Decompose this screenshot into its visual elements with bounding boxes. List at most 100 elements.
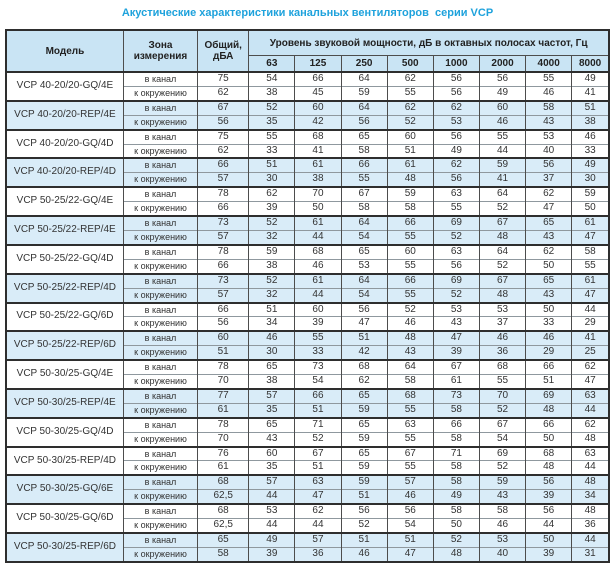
spl-value-cell: 52 — [432, 229, 480, 245]
spl-value-cell: 64 — [340, 70, 388, 87]
spl-value-cell: 66 — [294, 70, 342, 87]
spl-value-cell: 49 — [432, 143, 480, 159]
spl-value-cell: 61 — [294, 215, 342, 231]
table-row-to-env: к окружению 62,5 44 47 51 46 49 43 39 34 — [6, 489, 610, 505]
spl-value-cell: 39 — [294, 316, 342, 332]
spl-value-cell: 66 — [340, 157, 388, 173]
spl-value-cell: 38 — [248, 374, 296, 389]
spl-value-cell: 62 — [525, 243, 573, 260]
spl-value-cell: 48 — [571, 474, 610, 490]
spl-value-cell: 56 — [525, 157, 573, 173]
spl-value-cell: 43 — [248, 431, 296, 447]
spl-value-cell: 37 — [478, 316, 527, 332]
spl-value-cell: 55 — [386, 258, 434, 274]
spl-value-cell: 33 — [525, 316, 573, 332]
table-header: Модель Зона измерения Общий, дБА Уровень… — [5, 30, 610, 73]
spl-value-cell: 34 — [248, 316, 296, 332]
spl-value-cell: 53 — [248, 503, 296, 519]
zone-cell: к окружению — [122, 201, 199, 217]
total-dba-cell: 62,5 — [197, 518, 250, 533]
total-dba-cell: 75 — [197, 128, 250, 145]
spl-value-cell: 48 — [432, 546, 480, 562]
table-row-to-env: к окружению 70 38 54 62 58 61 55 51 47 — [6, 374, 610, 389]
total-dba-cell: 65 — [197, 531, 250, 548]
table-body: VCP 40-20/20-GQ/4E в канал 75 54 66 64 62 56 56 5… — [5, 70, 610, 562]
zone-cell: в канал — [122, 445, 199, 461]
spl-value-cell: 42 — [294, 114, 342, 130]
spl-value-cell: 44 — [294, 287, 342, 303]
spl-value-cell: 25 — [571, 345, 610, 361]
table-row-to-env: к окружению 61 35 51 59 55 58 52 48 44 — [6, 460, 610, 476]
spl-value-cell: 46 — [248, 330, 296, 346]
spl-value-cell: 56 — [432, 258, 480, 274]
spl-value-cell: 64 — [386, 359, 434, 375]
spl-value-cell: 46 — [525, 330, 573, 346]
table-row-to-env: к окружению 62,5 44 44 52 54 50 46 44 36 — [6, 518, 610, 533]
spl-value-cell: 52 — [248, 99, 296, 116]
spl-value-cell: 53 — [478, 531, 527, 548]
spl-value-cell: 54 — [478, 431, 527, 447]
spl-value-cell: 57 — [294, 531, 342, 548]
spl-value-cell: 56 — [525, 474, 573, 490]
table-row-to-env: к окружению 66 38 46 53 55 56 52 50 55 — [6, 258, 610, 274]
spl-value-cell: 44 — [294, 518, 342, 533]
spl-value-cell: 44 — [571, 460, 610, 476]
spl-value-cell: 71 — [432, 445, 480, 461]
table-row-in-duct: VCP 50-30/25-GQ/6D в канал 68 53 62 56 56 58 58 5… — [5, 503, 610, 533]
total-dba-cell: 68 — [197, 503, 250, 519]
zone-cell: к окружению — [122, 460, 199, 476]
total-dba-cell: 56 — [197, 316, 250, 332]
spl-value-cell: 46 — [478, 518, 527, 533]
table-row-to-env: к окружению 66 39 50 58 58 55 52 47 50 — [6, 201, 610, 217]
zone-cell: к окружению — [122, 431, 199, 447]
zone-cell: в канал — [122, 99, 199, 116]
total-dba-cell: 61 — [197, 402, 250, 418]
total-dba-cell: 62 — [197, 85, 250, 101]
spl-value-cell: 39 — [525, 489, 573, 505]
zone-cell: к окружению — [122, 172, 199, 188]
col-header-freq-4000: 4000 — [525, 55, 573, 73]
spl-value-cell: 49 — [248, 531, 296, 548]
model-cell: VCP 40-20/20-REP/4D — [5, 157, 124, 188]
spl-value-cell: 52 — [432, 531, 480, 548]
spl-value-cell: 53 — [525, 128, 573, 145]
spl-value-cell: 50 — [571, 201, 610, 217]
spl-value-cell: 59 — [478, 157, 527, 173]
spl-value-cell: 60 — [386, 243, 434, 260]
total-dba-cell: 66 — [197, 201, 250, 217]
spl-value-cell: 56 — [478, 70, 527, 87]
spl-value-cell: 51 — [294, 402, 342, 418]
spl-value-cell: 57 — [386, 474, 434, 490]
spl-value-cell: 69 — [525, 387, 573, 404]
spl-value-cell: 29 — [525, 345, 573, 361]
spl-value-cell: 55 — [525, 70, 573, 87]
total-dba-cell: 66 — [197, 157, 250, 173]
spl-value-cell: 32 — [248, 287, 296, 303]
zone-cell: к окружению — [122, 229, 199, 245]
spl-value-cell: 44 — [248, 518, 296, 533]
zone-cell: в канал — [122, 272, 199, 289]
spl-value-cell: 58 — [432, 503, 480, 519]
spl-value-cell: 46 — [478, 330, 527, 346]
spl-value-cell: 59 — [340, 85, 388, 101]
spl-value-cell: 58 — [432, 402, 480, 418]
spl-value-cell: 47 — [571, 229, 610, 245]
spl-value-cell: 50 — [525, 258, 573, 274]
header-row-main: Модель Зона измерения Общий, дБА Уровень… — [5, 30, 610, 73]
spl-value-cell: 55 — [432, 201, 480, 217]
spl-value-cell: 43 — [525, 114, 573, 130]
zone-cell: к окружению — [122, 518, 199, 533]
spl-value-cell: 39 — [248, 201, 296, 217]
spl-value-cell: 55 — [386, 460, 434, 476]
model-cell: VCP 50-30/25-REP/4D — [5, 445, 124, 476]
spl-value-cell: 50 — [525, 531, 573, 548]
spl-value-cell: 55 — [386, 287, 434, 303]
spl-value-cell: 55 — [478, 128, 527, 145]
spl-value-cell: 49 — [432, 489, 480, 505]
zone-cell: к окружению — [122, 546, 199, 562]
spl-value-cell: 62 — [571, 416, 610, 433]
spl-value-cell: 53 — [432, 114, 480, 130]
spl-value-cell: 51 — [386, 531, 434, 548]
spl-value-cell: 51 — [571, 99, 610, 116]
spl-value-cell: 53 — [432, 301, 480, 317]
